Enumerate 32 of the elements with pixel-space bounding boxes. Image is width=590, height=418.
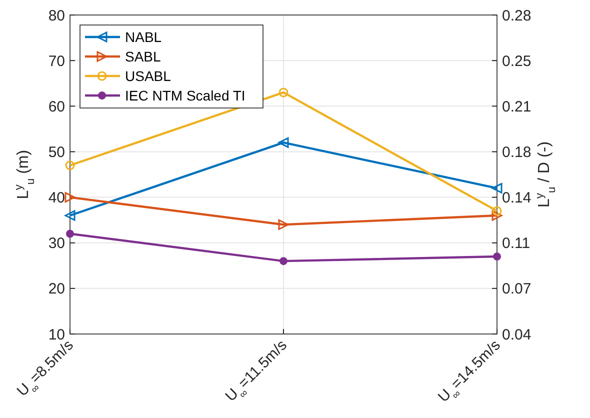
legend-label: NABL xyxy=(125,28,162,45)
point xyxy=(64,210,76,221)
point xyxy=(492,206,502,216)
point xyxy=(66,230,74,238)
point xyxy=(493,252,501,261)
y-tick-label: 20 xyxy=(48,280,65,298)
y-tick-label: 10 xyxy=(48,326,65,344)
y2-tick-label: 0.28 xyxy=(502,7,532,24)
point xyxy=(278,219,289,230)
y2-tick-label: 0.25 xyxy=(502,52,532,70)
y2-tick-label: 0.11 xyxy=(502,235,530,252)
y-tick-label: 40 xyxy=(48,190,65,207)
y-tick-label: 50 xyxy=(48,144,65,161)
point xyxy=(65,160,75,170)
legend-label: SABL xyxy=(125,48,162,64)
point xyxy=(280,257,288,266)
y2-tick-label: 0.04 xyxy=(502,326,532,344)
y2-tick-label: 0.21 xyxy=(502,98,532,116)
point xyxy=(492,210,502,221)
y-tick-label: 70 xyxy=(48,52,65,70)
y-tick-label: 60 xyxy=(48,98,65,116)
legend-label: IEC NTM Scaled TI xyxy=(125,87,246,104)
y2-tick-label: 0.14 xyxy=(502,190,532,207)
y-tick-label: 80 xyxy=(48,7,65,24)
y2-tick-label: 0.07 xyxy=(502,280,532,298)
y-tick-label: 30 xyxy=(48,235,65,252)
y2-tick-label: 0.18 xyxy=(502,144,532,161)
point xyxy=(278,88,288,98)
point xyxy=(492,182,502,194)
legend-label: USABL xyxy=(125,68,172,84)
point xyxy=(64,192,76,203)
point xyxy=(278,137,289,148)
